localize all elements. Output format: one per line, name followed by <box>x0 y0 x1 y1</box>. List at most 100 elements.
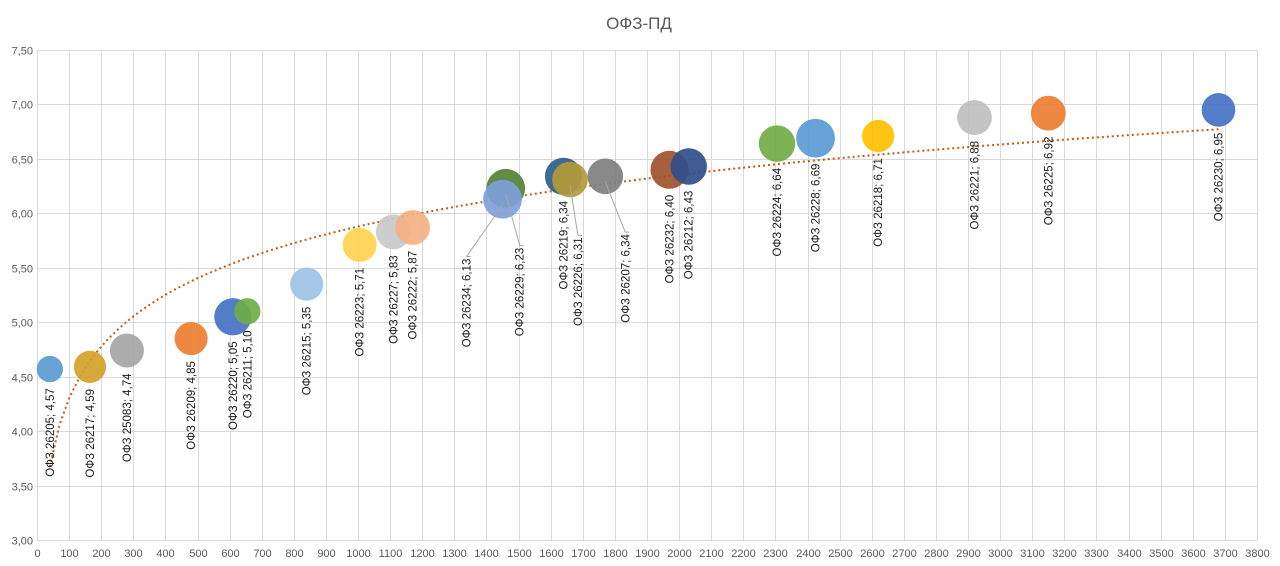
axis-tick-labels: 0 100 200 300 400 500 600 700 800 900 1000 1100 1200… <box>12 46 1270 561</box>
bubble <box>1201 93 1236 127</box>
x-tick-label: 3700 <box>1213 548 1237 560</box>
bubble-data-label: ОФЗ 26227; 5,83 <box>388 255 400 344</box>
bubble-data-label: ОФЗ 26224; 6,64 <box>772 167 784 256</box>
bubble-data-label: ОФЗ 26234; 6,13 <box>462 259 474 348</box>
bubble <box>73 350 107 383</box>
bubble-data-label: ОФЗ 26220; 5,05 <box>228 341 240 430</box>
y-tick-label: 5,00 <box>12 318 33 330</box>
bubble <box>109 333 144 368</box>
label-leader-line <box>604 181 630 233</box>
bubble-data-label: ОФЗ 26225; 6,92 <box>1043 137 1055 226</box>
x-tick-label: 1900 <box>635 548 659 560</box>
bubble-data-label: ОФЗ 26222; 5,87 <box>408 251 420 340</box>
y-tick-label: 4,50 <box>12 373 33 385</box>
x-tick-label: 2900 <box>956 548 980 560</box>
trendline-layer <box>48 128 1219 467</box>
bubble-data-label: ОФЗ 26223; 5,71 <box>355 268 367 357</box>
x-tick-label: 2800 <box>924 548 948 560</box>
x-tick-label: 2500 <box>828 548 852 560</box>
label-leader-line <box>465 204 503 258</box>
x-tick-label: 3800 <box>1245 548 1269 560</box>
bubble-data-label: ОФЗ 26228; 6,69 <box>811 164 823 253</box>
bubble-data-label: ОФЗ 26217; 4,59 <box>85 389 97 478</box>
y-tick-label: 6,00 <box>12 209 33 221</box>
bubble <box>395 210 431 245</box>
bubble <box>862 119 895 153</box>
x-tick-label: 1400 <box>474 548 498 560</box>
x-tick-label: 1300 <box>442 548 466 560</box>
bubble <box>957 100 992 135</box>
x-tick-label: 3600 <box>1181 548 1205 560</box>
x-tick-label: 2700 <box>892 548 916 560</box>
data-labels: ОФЗ 26205; 4,57 ОФЗ 26217; 4,59 ОФЗ 25083;… <box>45 133 1226 478</box>
bubble-data-label: ОФЗ 26219; 6,34 <box>559 200 571 289</box>
x-tick-label: 3000 <box>988 548 1012 560</box>
x-tick-label: 100 <box>60 548 78 560</box>
bubble-data-label: ОФЗ 26205; 4,57 <box>45 388 57 477</box>
x-tick-label: 400 <box>156 548 174 560</box>
bubble <box>552 161 588 198</box>
bubble-data-label: ОФЗ 26230; 6,95 <box>1214 133 1226 222</box>
bubble-data-label: ОФЗ 26229; 6,23 <box>515 248 527 337</box>
x-tick-label: 1800 <box>603 548 627 560</box>
x-tick-label: 3400 <box>1117 548 1141 560</box>
bubble-data-label: ОФЗ 26232; 6,40 <box>665 195 677 284</box>
bubble <box>796 118 835 158</box>
bubble <box>234 298 261 325</box>
x-tick-label: 300 <box>124 548 142 560</box>
bubble-data-label: ОФЗ 26209; 4,85 <box>186 361 198 450</box>
x-tick-label: 3200 <box>1052 548 1076 560</box>
bubble <box>342 227 377 262</box>
y-tick-label: 6,50 <box>12 155 33 167</box>
y-tick-label: 7,50 <box>12 46 33 58</box>
y-tick-label: 3,00 <box>12 536 33 548</box>
x-tick-label: 3300 <box>1084 548 1108 560</box>
bubble-data-label: ОФЗ 26218; 6,71 <box>873 158 885 247</box>
x-tick-label: 2400 <box>796 548 820 560</box>
bubble-data-label: ОФЗ 26212; 6,43 <box>684 191 696 280</box>
x-tick-label: 800 <box>285 548 303 560</box>
x-tick-label: 2300 <box>763 548 787 560</box>
x-tick-label: 2000 <box>667 548 691 560</box>
bubble <box>290 267 324 301</box>
bubble-data-label: ОФЗ 26226; 6,31 <box>573 237 585 326</box>
trendline <box>48 128 1219 467</box>
bubble-data-label: ОФЗ 26207; 6,34 <box>620 234 632 323</box>
x-tick-label: 1100 <box>379 548 403 560</box>
bubble <box>483 179 522 219</box>
x-tick-label: 2100 <box>699 548 723 560</box>
bubble-data-label: ОФЗ 26221; 6,88 <box>970 141 982 230</box>
bubble <box>670 148 707 185</box>
x-tick-label: 0 <box>34 548 40 560</box>
chart-title: ОФЗ-ПД <box>606 14 672 33</box>
x-tick-label: 1500 <box>507 548 531 560</box>
x-tick-label: 1700 <box>571 548 595 560</box>
x-tick-label: 200 <box>92 548 110 560</box>
x-tick-label: 700 <box>253 548 271 560</box>
y-tick-label: 7,00 <box>12 100 33 112</box>
label-leader-line <box>569 184 582 236</box>
bubble-data-label: ОФЗ 26215; 5,35 <box>302 307 314 396</box>
x-tick-label: 1000 <box>346 548 370 560</box>
bubble <box>36 355 64 383</box>
x-tick-label: 900 <box>317 548 335 560</box>
x-tick-label: 2200 <box>731 548 755 560</box>
x-tick-label: 3100 <box>1020 548 1044 560</box>
x-tick-label: 600 <box>221 548 239 560</box>
x-tick-label: 2600 <box>860 548 884 560</box>
gridlines <box>37 50 1258 541</box>
bubble-data-label: ОФЗ 26211; 5,10 <box>242 331 254 419</box>
x-tick-label: 3500 <box>1149 548 1173 560</box>
x-tick-label: 500 <box>189 548 207 560</box>
bubble <box>587 158 624 195</box>
y-tick-label: 5,50 <box>12 264 33 276</box>
bubble <box>1030 95 1066 131</box>
bubbles <box>36 93 1236 383</box>
bubble <box>758 125 796 162</box>
y-tick-label: 4,00 <box>12 427 33 439</box>
x-tick-label: 1200 <box>410 548 434 560</box>
x-tick-label: 1600 <box>539 548 563 560</box>
bubble-data-label: ОФЗ 25083; 4,74 <box>122 373 134 462</box>
